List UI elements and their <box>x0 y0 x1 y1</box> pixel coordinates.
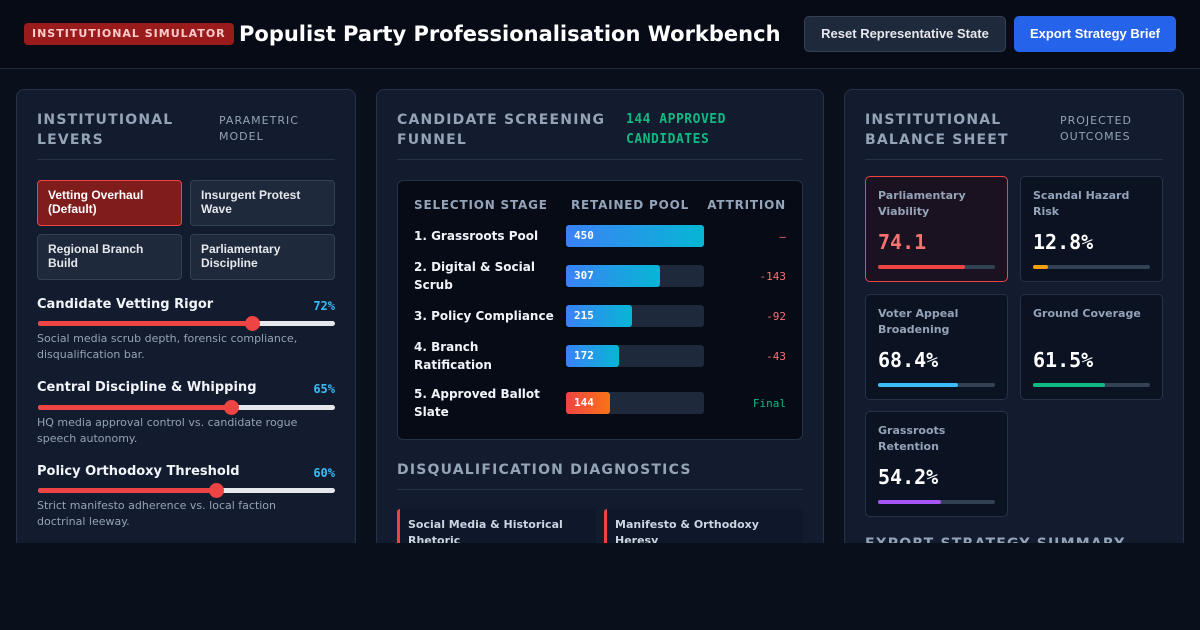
policy-orthodoxy-label: Policy Orthodoxy Threshold <box>37 464 240 479</box>
metric-bar-track <box>1033 383 1150 387</box>
vetting-rigor-fill <box>38 321 252 326</box>
pool-count: 144 <box>574 396 594 409</box>
metric-card-voter-appeal: Voter Appeal Broadening 68.4% <box>865 294 1008 400</box>
stage-name: 2. Digital & Social Scrub <box>414 260 535 292</box>
balance-panel-subtitle: PROJECTED OUTCOMES <box>1060 114 1132 143</box>
diagnostics-title: DISQUALIFICATION DIAGNOSTICS <box>397 460 803 490</box>
column-header-attrition: ATTRITION <box>707 198 786 212</box>
balance-panel-title: INSTITUTIONAL BALANCE SHEET <box>865 112 1009 148</box>
simulator-badge: INSTITUTIONAL SIMULATOR <box>24 23 234 45</box>
metric-value: 74.1 <box>878 230 927 254</box>
policy-orthodoxy-slider[interactable] <box>38 483 335 498</box>
vetting-rigor-label: Candidate Vetting Rigor <box>37 297 214 312</box>
levers-panel-subtitle: PARAMETRIC MODEL <box>219 114 299 143</box>
policy-orthodoxy-fill <box>38 488 217 493</box>
pool-bar: 144 <box>566 392 611 414</box>
pool-count: 172 <box>574 349 594 362</box>
metric-bar <box>878 383 959 387</box>
diagnostic-card-social-media[interactable]: Social Media & Historical Rhetoric <box>397 509 596 548</box>
metric-label: Scandal Hazard Risk <box>1033 189 1130 218</box>
metric-label: Ground Coverage <box>1033 307 1141 320</box>
vetting-rigor-description: Social media scrub depth, forensic compl… <box>37 332 298 361</box>
pool-bar: 450 <box>566 225 704 247</box>
levers-panel-title: INSTITUTIONAL LEVERS <box>37 112 174 148</box>
pool-bar: 307 <box>566 265 661 287</box>
export-brief-button[interactable]: Export Strategy Brief <box>1014 16 1176 52</box>
funnel-panel-header: CANDIDATE SCREENING FUNNEL 144 APPROVED … <box>397 110 803 160</box>
pool-count: 215 <box>574 309 594 322</box>
central-discipline-value: 65% <box>313 382 335 396</box>
vetting-rigor-slider[interactable] <box>38 316 335 331</box>
funnel-table: SELECTION STAGE RETAINED POOL ATTRITION … <box>397 180 803 440</box>
approved-candidates-count: 144 APPROVED CANDIDATES <box>626 112 726 147</box>
balance-panel-header: INSTITUTIONAL BALANCE SHEET PROJECTED OU… <box>865 110 1163 160</box>
metric-card-grassroots-retention: Grassroots Retention 54.2% <box>865 411 1008 517</box>
pool-bar-track: 450 <box>566 225 704 247</box>
metric-bar <box>1033 265 1048 269</box>
policy-orthodoxy-value: 60% <box>313 466 335 480</box>
central-discipline-fill <box>38 405 232 410</box>
attrition-value: -143 <box>759 270 787 283</box>
pool-bar: 172 <box>566 345 619 367</box>
metric-card-ground-coverage: Ground Coverage 61.5% <box>1020 294 1163 400</box>
stage-name: 3. Policy Compliance <box>414 309 554 323</box>
attrition-value: -43 <box>766 350 786 363</box>
preset-vetting-overhaul[interactable]: Vetting Overhaul (Default) <box>37 180 182 226</box>
pool-bar-track: 307 <box>566 265 704 287</box>
metric-bar-track <box>1033 265 1150 269</box>
attrition-value: — <box>779 230 786 243</box>
balance-sheet-panel: INSTITUTIONAL BALANCE SHEET PROJECTED OU… <box>844 89 1184 549</box>
stage-name: 5. Approved Ballot Slate <box>414 387 540 419</box>
attrition-value: Final <box>752 397 786 410</box>
pool-bar-track: 172 <box>566 345 704 367</box>
metric-bar-track <box>878 265 995 269</box>
preset-regional-branch[interactable]: Regional Branch Build <box>37 234 182 280</box>
levers-panel-header: INSTITUTIONAL LEVERS PARAMETRIC MODEL <box>37 110 335 160</box>
preset-parliamentary-discipline[interactable]: Parliamentary Discipline <box>190 234 335 280</box>
central-discipline-label: Central Discipline & Whipping <box>37 380 257 395</box>
app-header: INSTITUTIONAL SIMULATOR Populist Party P… <box>0 0 1200 69</box>
metric-bar-track <box>878 500 995 504</box>
pool-count: 450 <box>574 229 594 242</box>
metric-value: 61.5% <box>1033 348 1094 372</box>
metric-label: Grassroots Retention <box>878 424 946 453</box>
attrition-value: -92 <box>766 310 786 323</box>
policy-orthodoxy-thumb[interactable] <box>209 483 225 498</box>
funnel-panel-title: CANDIDATE SCREENING FUNNEL <box>397 112 606 148</box>
pool-bar: 215 <box>566 305 632 327</box>
metric-value: 12.8% <box>1033 230 1094 254</box>
central-discipline-description: HQ media approval control vs. candidate … <box>37 416 298 445</box>
pool-bar-track: 215 <box>566 305 704 327</box>
pool-bar-track: 144 <box>566 392 704 414</box>
metric-bar-track <box>878 383 995 387</box>
column-header-pool: RETAINED POOL <box>571 198 690 212</box>
metric-label: Voter Appeal Broadening <box>878 307 959 336</box>
preset-insurgent-protest[interactable]: Insurgent Protest Wave <box>190 180 335 226</box>
pool-count: 307 <box>574 269 594 282</box>
column-header-stage: SELECTION STAGE <box>414 198 548 212</box>
stage-name: 1. Grassroots Pool <box>414 229 539 243</box>
metric-bar <box>1033 383 1105 387</box>
metric-card-parliamentary-viability: Parliamentary Viability 74.1 <box>865 176 1008 282</box>
institutional-levers-panel: INSTITUTIONAL LEVERS PARAMETRIC MODEL Ve… <box>16 89 356 549</box>
metric-label: Parliamentary Viability <box>878 189 966 218</box>
page-title: Populist Party Professionalisation Workb… <box>239 22 781 46</box>
policy-orthodoxy-description: Strict manifesto adherence vs. local fac… <box>37 499 277 528</box>
metric-value: 68.4% <box>878 348 939 372</box>
metric-bar <box>878 265 965 269</box>
vetting-rigor-value: 72% <box>313 299 335 313</box>
vetting-rigor-thumb[interactable] <box>244 316 260 331</box>
reset-state-button[interactable]: Reset Representative State <box>804 16 1006 52</box>
screening-funnel-panel: CANDIDATE SCREENING FUNNEL 144 APPROVED … <box>376 89 824 549</box>
central-discipline-thumb[interactable] <box>224 400 240 415</box>
viewport-bottom-area <box>0 543 1200 630</box>
metric-card-scandal-hazard-risk: Scandal Hazard Risk 12.8% <box>1020 176 1163 282</box>
metric-bar <box>878 500 942 504</box>
central-discipline-slider[interactable] <box>38 400 335 415</box>
stage-name: 4. Branch Ratification <box>414 340 492 372</box>
metric-value: 54.2% <box>878 465 939 489</box>
